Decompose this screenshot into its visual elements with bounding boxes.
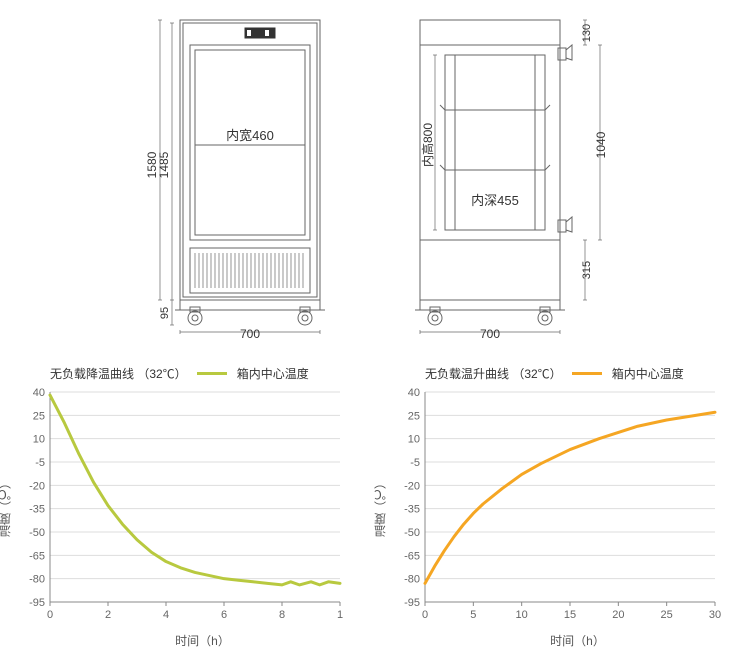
warming-legend-swatch	[572, 372, 602, 375]
side-diagram: 130 1040 315 内高800 内深455 700	[390, 10, 620, 345]
cooling-y-label: 温度（℃）	[0, 477, 14, 537]
svg-text:6: 6	[221, 609, 227, 621]
dim-inner-height: 内高800	[420, 123, 435, 167]
svg-text:0: 0	[422, 609, 428, 621]
dim-base: 95	[159, 307, 171, 319]
svg-text:5: 5	[470, 609, 476, 621]
warming-legend-label: 箱内中心温度	[612, 365, 684, 382]
svg-text:-95: -95	[29, 597, 45, 609]
svg-text:10: 10	[408, 434, 420, 446]
dim-top: 130	[581, 24, 593, 42]
warming-x-label: 时间（h）	[415, 632, 740, 649]
cooling-x-label: 时间（h）	[40, 632, 365, 649]
dim-side-width: 700	[480, 327, 500, 340]
diagram-row: 1580 1485 95 内宽460 700	[10, 10, 740, 345]
svg-text:25: 25	[408, 410, 420, 422]
front-svg: 1580 1485 95 内宽460 700	[130, 10, 350, 340]
cooling-chart-area: 温度（℃） 402510-5-20-35-50-65-80-95024681	[10, 387, 365, 627]
warming-chart-title: 无负载温升曲线 （32℃）	[425, 365, 562, 382]
dim-bottom: 315	[581, 261, 593, 279]
svg-text:2: 2	[105, 609, 111, 621]
svg-text:30: 30	[709, 609, 721, 621]
svg-text:10: 10	[33, 434, 45, 446]
svg-text:1: 1	[337, 609, 343, 621]
side-svg: 130 1040 315 内高800 内深455 700	[390, 10, 620, 340]
svg-text:-5: -5	[410, 457, 420, 469]
cooling-legend-swatch	[197, 372, 227, 375]
warming-chart-svg: 40 25 10 -5 -20 -35 -50 -65 -80 -950 5 10 15 20 25 30	[385, 387, 725, 627]
cooling-chart-svg: 40 25 10 -5 -20 -35 -50 -65 -80 -950 2 4 6 8 1	[10, 387, 350, 627]
svg-text:40: 40	[408, 387, 420, 399]
svg-text:-65: -65	[404, 550, 420, 562]
cooling-chart-title: 无负载降温曲线 （32℃）	[50, 365, 187, 382]
dim-inner-width: 内宽460	[226, 128, 274, 143]
svg-text:25: 25	[33, 410, 45, 422]
svg-text:10: 10	[516, 609, 528, 621]
front-diagram: 1580 1485 95 内宽460 700	[130, 10, 350, 345]
svg-text:-5: -5	[35, 457, 45, 469]
svg-text:25: 25	[661, 609, 673, 621]
svg-text:15: 15	[564, 609, 576, 621]
svg-text:-20: -20	[29, 480, 45, 492]
dim-right-height: 1040	[594, 131, 608, 158]
svg-text:-80: -80	[404, 574, 420, 586]
svg-text:8: 8	[279, 609, 285, 621]
svg-text:-20: -20	[404, 480, 420, 492]
warming-chart-area: 温度（℃） 402510-5-20-35-50-65-80-9505101520…	[385, 387, 740, 627]
cooling-chart: 无负载降温曲线 （32℃） 箱内中心温度 温度（℃） 402510-5-20-3…	[10, 365, 365, 649]
svg-text:40: 40	[33, 387, 45, 399]
warming-chart: 无负载温升曲线 （32℃） 箱内中心温度 温度（℃） 402510-5-20-3…	[385, 365, 740, 649]
svg-text:-35: -35	[404, 504, 420, 516]
page-container: 1580 1485 95 内宽460 700	[0, 0, 750, 659]
cooling-chart-title-row: 无负载降温曲线 （32℃） 箱内中心温度	[50, 365, 365, 382]
dim-inner-depth: 内深455	[471, 193, 519, 208]
svg-text:4: 4	[163, 609, 169, 621]
warming-y-label: 温度（℃）	[372, 477, 389, 537]
warming-chart-title-row: 无负载温升曲线 （32℃） 箱内中心温度	[425, 365, 740, 382]
svg-text:-95: -95	[404, 597, 420, 609]
svg-text:-80: -80	[29, 574, 45, 586]
svg-text:-50: -50	[404, 527, 420, 539]
cooling-legend-label: 箱内中心温度	[237, 365, 309, 382]
svg-text:-35: -35	[29, 504, 45, 516]
dim-width: 700	[240, 327, 260, 340]
svg-text:20: 20	[612, 609, 624, 621]
dim-height-inner: 1485	[157, 151, 171, 178]
svg-text:-65: -65	[29, 550, 45, 562]
charts-row: 无负载降温曲线 （32℃） 箱内中心温度 温度（℃） 402510-5-20-3…	[10, 365, 740, 649]
svg-text:-50: -50	[29, 527, 45, 539]
svg-text:0: 0	[47, 609, 53, 621]
